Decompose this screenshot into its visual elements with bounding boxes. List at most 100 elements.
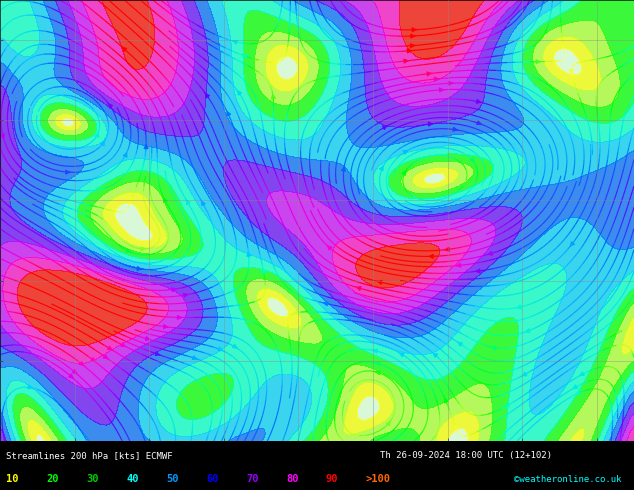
- FancyArrowPatch shape: [573, 385, 578, 389]
- FancyArrowPatch shape: [122, 47, 127, 51]
- FancyArrowPatch shape: [1, 134, 4, 138]
- FancyArrowPatch shape: [373, 349, 377, 353]
- FancyArrowPatch shape: [172, 288, 176, 292]
- FancyArrowPatch shape: [412, 28, 417, 32]
- Text: Streamlines 200 hPa [kts] ECMWF: Streamlines 200 hPa [kts] ECMWF: [6, 451, 173, 460]
- FancyArrowPatch shape: [407, 49, 411, 53]
- FancyArrowPatch shape: [380, 165, 384, 171]
- FancyArrowPatch shape: [429, 254, 433, 258]
- FancyArrowPatch shape: [28, 385, 33, 389]
- FancyArrowPatch shape: [103, 355, 108, 359]
- FancyArrowPatch shape: [375, 371, 380, 375]
- FancyArrowPatch shape: [432, 352, 437, 357]
- FancyArrowPatch shape: [453, 127, 458, 131]
- FancyArrowPatch shape: [427, 72, 432, 76]
- FancyArrowPatch shape: [576, 391, 581, 394]
- FancyArrowPatch shape: [227, 112, 231, 116]
- FancyArrowPatch shape: [178, 316, 182, 319]
- FancyArrowPatch shape: [411, 34, 415, 38]
- FancyArrowPatch shape: [569, 70, 573, 74]
- FancyArrowPatch shape: [457, 342, 462, 346]
- FancyArrowPatch shape: [164, 325, 168, 328]
- Text: 30: 30: [86, 474, 99, 484]
- FancyArrowPatch shape: [294, 310, 299, 314]
- FancyArrowPatch shape: [262, 269, 266, 273]
- Text: 40: 40: [126, 474, 139, 484]
- FancyArrowPatch shape: [91, 358, 96, 362]
- FancyArrowPatch shape: [504, 403, 509, 407]
- FancyArrowPatch shape: [141, 247, 145, 251]
- FancyArrowPatch shape: [137, 267, 141, 270]
- FancyArrowPatch shape: [126, 249, 131, 252]
- FancyArrowPatch shape: [386, 420, 391, 426]
- FancyArrowPatch shape: [232, 40, 237, 44]
- FancyArrowPatch shape: [101, 140, 105, 146]
- FancyArrowPatch shape: [377, 280, 382, 284]
- FancyArrowPatch shape: [79, 362, 84, 366]
- FancyArrowPatch shape: [242, 55, 247, 58]
- FancyArrowPatch shape: [356, 287, 361, 291]
- Text: 60: 60: [206, 474, 219, 484]
- FancyArrowPatch shape: [144, 145, 148, 148]
- FancyArrowPatch shape: [522, 372, 527, 376]
- FancyArrowPatch shape: [402, 170, 406, 175]
- Text: 10: 10: [6, 474, 19, 484]
- FancyArrowPatch shape: [403, 150, 408, 154]
- FancyArrowPatch shape: [164, 198, 167, 203]
- FancyArrowPatch shape: [271, 95, 275, 99]
- FancyArrowPatch shape: [108, 346, 113, 350]
- FancyArrowPatch shape: [68, 374, 74, 379]
- FancyArrowPatch shape: [399, 353, 404, 357]
- FancyArrowPatch shape: [375, 362, 380, 366]
- FancyArrowPatch shape: [123, 153, 127, 157]
- Text: Th 26-09-2024 18:00 UTC (12+102): Th 26-09-2024 18:00 UTC (12+102): [380, 451, 552, 460]
- FancyArrowPatch shape: [439, 88, 444, 92]
- Text: 80: 80: [286, 474, 299, 484]
- FancyArrowPatch shape: [434, 77, 439, 81]
- Text: 70: 70: [246, 474, 259, 484]
- FancyArrowPatch shape: [218, 347, 223, 351]
- Text: 50: 50: [166, 474, 179, 484]
- FancyArrowPatch shape: [579, 372, 585, 376]
- FancyArrowPatch shape: [66, 170, 70, 174]
- FancyArrowPatch shape: [186, 199, 190, 205]
- FancyArrowPatch shape: [237, 90, 242, 95]
- FancyArrowPatch shape: [247, 252, 251, 256]
- FancyArrowPatch shape: [477, 121, 482, 124]
- FancyArrowPatch shape: [491, 346, 496, 350]
- FancyArrowPatch shape: [448, 81, 453, 85]
- Text: >100: >100: [366, 474, 391, 484]
- FancyArrowPatch shape: [410, 44, 415, 48]
- FancyArrowPatch shape: [404, 59, 408, 63]
- FancyArrowPatch shape: [95, 133, 99, 137]
- FancyArrowPatch shape: [201, 200, 205, 206]
- FancyArrowPatch shape: [488, 251, 493, 255]
- FancyArrowPatch shape: [476, 269, 480, 273]
- FancyArrowPatch shape: [456, 264, 461, 267]
- FancyArrowPatch shape: [517, 305, 521, 309]
- FancyArrowPatch shape: [145, 337, 150, 341]
- FancyArrowPatch shape: [183, 294, 188, 297]
- FancyArrowPatch shape: [323, 302, 328, 306]
- FancyArrowPatch shape: [570, 242, 574, 247]
- FancyArrowPatch shape: [382, 125, 387, 129]
- Text: ©weatheronline.co.uk: ©weatheronline.co.uk: [514, 475, 621, 484]
- Text: 90: 90: [326, 474, 339, 484]
- FancyArrowPatch shape: [536, 60, 541, 64]
- FancyArrowPatch shape: [233, 344, 238, 348]
- FancyArrowPatch shape: [108, 103, 112, 108]
- FancyArrowPatch shape: [444, 247, 450, 251]
- FancyArrowPatch shape: [327, 245, 332, 250]
- FancyArrowPatch shape: [121, 343, 126, 347]
- Text: 20: 20: [46, 474, 59, 484]
- FancyArrowPatch shape: [192, 356, 197, 360]
- FancyArrowPatch shape: [525, 329, 530, 332]
- FancyArrowPatch shape: [429, 122, 433, 126]
- FancyArrowPatch shape: [72, 369, 77, 374]
- FancyArrowPatch shape: [444, 398, 448, 403]
- FancyArrowPatch shape: [155, 352, 160, 355]
- FancyArrowPatch shape: [476, 99, 481, 103]
- FancyArrowPatch shape: [470, 158, 475, 163]
- FancyArrowPatch shape: [342, 167, 346, 171]
- FancyArrowPatch shape: [205, 93, 209, 98]
